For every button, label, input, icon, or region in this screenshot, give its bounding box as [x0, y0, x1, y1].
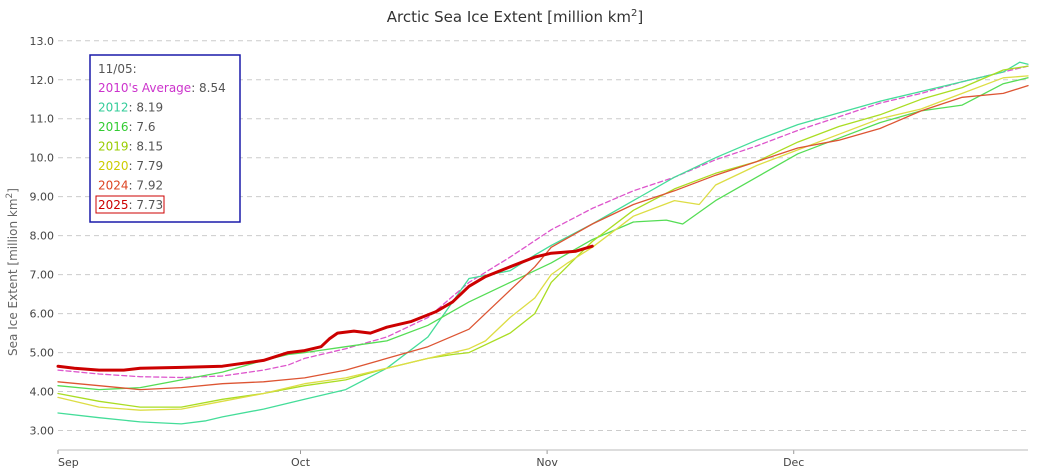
series-line-2019 [57, 65, 1029, 408]
legend-entry-2024: 2024: 7.92 [98, 179, 163, 193]
y-tick-label: 3.00 [30, 425, 55, 438]
chart-title-sup: 2 [631, 8, 637, 19]
legend-entry-name: 2016 [98, 120, 129, 134]
y-tick-label: 10.0 [30, 152, 55, 165]
y-tick-label: 5.00 [30, 347, 55, 360]
legend-entry-colon: : [129, 198, 137, 212]
series-line-2016 [57, 77, 1029, 391]
legend-entry-name: 2012 [98, 101, 129, 115]
legend-entry-value: 7.92 [136, 179, 163, 193]
legend-entry-value: 7.79 [136, 159, 163, 173]
legend-entry-colon: : [129, 159, 137, 173]
legend-entry-value: 8.15 [136, 140, 163, 154]
legend-date: 11/05: [98, 62, 137, 76]
y-tick-label: 9.00 [30, 191, 55, 204]
y-axis-ticks: 3.00 4.00 5.00 6.00 7.00 8.00 9.00 10.0 11.0 12.0… [30, 35, 55, 438]
chart-title-text: Arctic Sea Ice Extent [million km [387, 8, 631, 26]
y-axis-label-sup: 2 [5, 193, 15, 199]
series-line-2012 [57, 61, 1029, 425]
series-line-2024 [57, 84, 1029, 391]
legend-entry-2019: 2019: 8.15 [98, 140, 163, 154]
x-axis-ticks: Sep Oct Nov Dec [57, 450, 804, 469]
y-tick-label: 12.0 [30, 74, 55, 87]
legend-entry-name: 2010's Average [98, 81, 191, 95]
y-axis-label: Sea Ice Extent [million km2] [5, 188, 20, 356]
legend-highlight-box [95, 195, 165, 214]
x-tick-label: Dec [783, 456, 804, 469]
legend-entry-name: 2020 [98, 159, 129, 173]
legend-entry-value: 8.54 [199, 81, 226, 95]
chart-title: Arctic Sea Ice Extent [million km2] [387, 8, 644, 26]
series-lines [56, 61, 1029, 425]
legend-entry-2016: 2016: 7.6 [98, 120, 156, 134]
legend-entry-colon: : [129, 140, 137, 154]
y-tick-label: 8.00 [30, 230, 55, 243]
legend-entry-2020: 2020: 7.79 [98, 159, 163, 173]
y-axis-label-text: Sea Ice Extent [million km [6, 198, 20, 356]
legend-entry-colon: : [129, 179, 137, 193]
legend-entry-value: 7.6 [136, 120, 155, 134]
y-tick-label: 13.0 [30, 35, 55, 48]
series-line-2010-s-average [57, 65, 1029, 379]
y-tick-label: 7.00 [30, 269, 55, 282]
legend-entry-2012: 2012: 8.19 [98, 101, 163, 115]
y-tick-label: 4.00 [30, 386, 55, 399]
legend-entry-name: 2025 [98, 198, 129, 212]
series-line-2025 [56, 244, 594, 372]
legend-entry-name: 2024 [98, 179, 129, 193]
legend-entry-value: 7.73 [136, 198, 163, 212]
legend-entry-value: 8.19 [136, 101, 163, 115]
y-tick-label: 6.00 [30, 308, 55, 321]
legend-entry-2010-s-average: 2010's Average: 8.54 [98, 81, 226, 95]
legend-entry-colon: : [129, 120, 137, 134]
x-tick-label: Nov [536, 456, 558, 469]
x-tick-label: Sep [58, 456, 79, 469]
legend-entry-2025: 2025: 7.73 [98, 198, 163, 212]
y-tick-label: 11.0 [30, 113, 55, 126]
legend-box [89, 54, 241, 223]
legend-entry-name: 2019 [98, 140, 129, 154]
x-tick-label: Oct [291, 456, 311, 469]
series-line-2020 [57, 75, 1029, 411]
legend-entry-colon: : [191, 81, 199, 95]
chart-title-end: ] [637, 8, 643, 26]
legend-entry-colon: : [129, 101, 137, 115]
y-axis-label-end: ] [6, 188, 20, 193]
